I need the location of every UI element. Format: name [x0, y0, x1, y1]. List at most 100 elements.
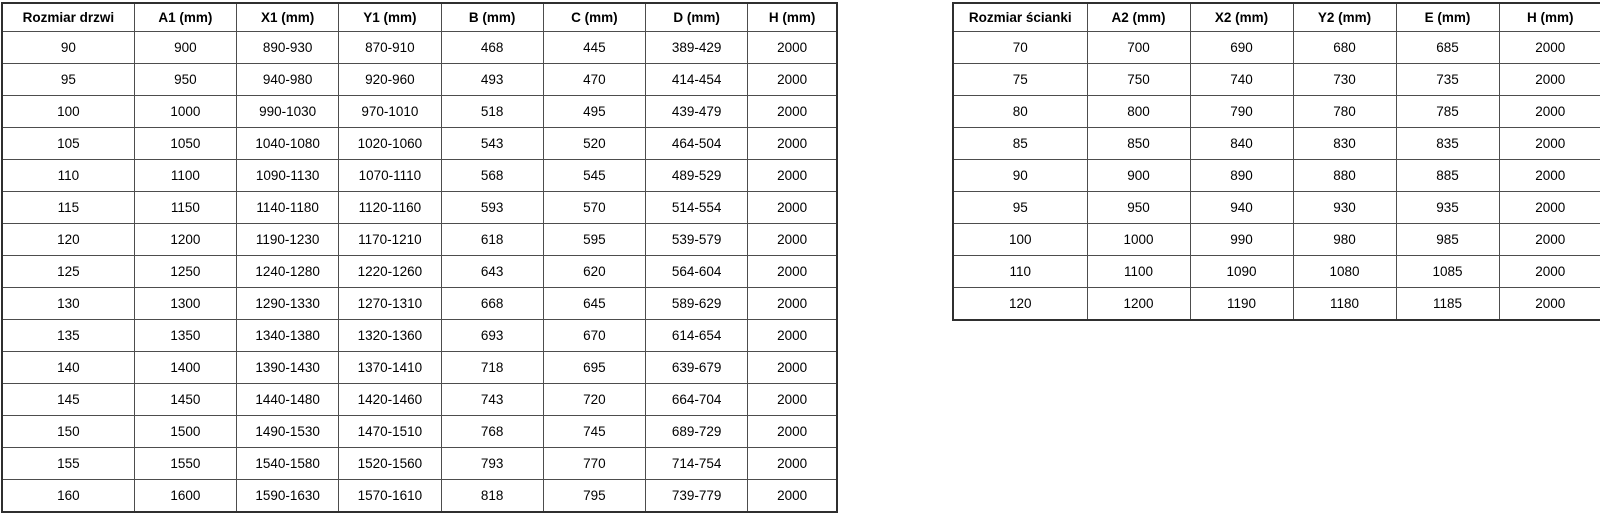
table-cell: 930 — [1292, 191, 1397, 224]
table-cell: 770 — [542, 447, 646, 480]
table-cell: 1500 — [133, 415, 238, 448]
column-header: X1 (mm) — [236, 2, 340, 32]
table-cell: 1085 — [1395, 255, 1500, 288]
table-cell: 835 — [1395, 127, 1500, 160]
table-cell: 110 — [1, 159, 135, 192]
table-cell: 568 — [440, 159, 544, 192]
table-cell: 514-554 — [644, 191, 749, 224]
table-row: 120 1200 1190 1180 1185 2000 — [952, 287, 1600, 321]
table-row: 115 1150 1140-1180 1120-1160 593 570 514-554 20… — [1, 191, 838, 224]
table-cell: 1150 — [133, 191, 238, 224]
table-cell: 1320-1360 — [338, 319, 442, 352]
table-row: 100 1000 990 980 985 2000 — [952, 223, 1600, 256]
table-cell: 830 — [1292, 127, 1397, 160]
table-cell: 1190 — [1189, 287, 1294, 321]
table-cell: 445 — [542, 31, 646, 64]
table-cell: 1070-1110 — [338, 159, 442, 192]
table-cell: 1590-1630 — [236, 479, 340, 513]
table-cell: 2000 — [1498, 95, 1600, 128]
table-cell: 1600 — [133, 479, 238, 513]
table-row: 90 900 890-930 870-910 468 445 389-429 2000 — [1, 31, 838, 64]
table-cell: 668 — [440, 287, 544, 320]
table-cell: 1080 — [1292, 255, 1397, 288]
table-row: 110 1100 1090-1130 1070-1110 568 545 489-529 20… — [1, 159, 838, 192]
table-cell: 2000 — [1498, 191, 1600, 224]
table-cell: 1570-1610 — [338, 479, 442, 513]
table-row: 125 1250 1240-1280 1220-1260 643 620 564-604 20… — [1, 255, 838, 288]
table-row: 90 900 890 880 885 2000 — [952, 159, 1600, 192]
table-cell: 790 — [1189, 95, 1294, 128]
table-cell: 2000 — [747, 255, 838, 288]
table-cell: 795 — [542, 479, 646, 513]
table-cell: 1220-1260 — [338, 255, 442, 288]
table-cell: 1100 — [133, 159, 238, 192]
table-row: 155 1550 1540-1580 1520-1560 793 770 714-754 20… — [1, 447, 838, 480]
table-cell: 620 — [542, 255, 646, 288]
table-cell: 1390-1430 — [236, 351, 340, 384]
table-cell: 1120-1160 — [338, 191, 442, 224]
table-cell: 468 — [440, 31, 544, 64]
table-cell: 1520-1560 — [338, 447, 442, 480]
table-cell: 720 — [542, 383, 646, 416]
table-cell: 439-479 — [644, 95, 749, 128]
table-cell: 750 — [1086, 63, 1191, 96]
table-cell: 800 — [1086, 95, 1191, 128]
table-cell: 940-980 — [236, 63, 340, 96]
table-cell: 1090-1130 — [236, 159, 340, 192]
table-row: 145 1450 1440-1480 1420-1460 743 720 664-704 20… — [1, 383, 838, 416]
table-cell: 1180 — [1292, 287, 1397, 321]
table-cell: 85 — [952, 127, 1088, 160]
table-cell: 693 — [440, 319, 544, 352]
table-cell: 618 — [440, 223, 544, 256]
table-cell: 689-729 — [644, 415, 749, 448]
table-cell: 990-1030 — [236, 95, 340, 128]
table-row: 95 950 940 930 935 2000 — [952, 191, 1600, 224]
table-cell: 2000 — [1498, 159, 1600, 192]
table-cell: 664-704 — [644, 383, 749, 416]
table-cell: 90 — [1, 31, 135, 64]
table-cell: 718 — [440, 351, 544, 384]
table-cell: 1300 — [133, 287, 238, 320]
table-row: 85 850 840 830 835 2000 — [952, 127, 1600, 160]
table-cell: 714-754 — [644, 447, 749, 480]
table-cell: 1000 — [1086, 223, 1191, 256]
table-cell: 545 — [542, 159, 646, 192]
table-row: 100 1000 990-1030 970-1010 518 495 439-479 2000 — [1, 95, 838, 128]
table-row: 95 950 940-980 920-960 493 470 414-454 2000 — [1, 63, 838, 96]
header-row: Rozmiar ścianki A2 (mm) X2 (mm) Y2 (mm) E (m… — [952, 2, 1600, 32]
table-cell: 110 — [952, 255, 1088, 288]
table-cell: 100 — [952, 223, 1088, 256]
table-cell: 840 — [1189, 127, 1294, 160]
column-header: A1 (mm) — [133, 2, 238, 32]
table-cell: 1540-1580 — [236, 447, 340, 480]
table-cell: 2000 — [747, 127, 838, 160]
table-cell: 1400 — [133, 351, 238, 384]
table-cell: 1470-1510 — [338, 415, 442, 448]
table-cell: 740 — [1189, 63, 1294, 96]
table-cell: 90 — [952, 159, 1088, 192]
table-cell: 493 — [440, 63, 544, 96]
table-cell: 155 — [1, 447, 135, 480]
column-header: Rozmiar drzwi — [1, 2, 135, 32]
table-cell: 1350 — [133, 319, 238, 352]
table-cell: 145 — [1, 383, 135, 416]
table-cell: 940 — [1189, 191, 1294, 224]
table-cell: 105 — [1, 127, 135, 160]
table-cell: 2000 — [1498, 127, 1600, 160]
table-cell: 589-629 — [644, 287, 749, 320]
table-cell: 2000 — [747, 383, 838, 416]
table-cell: 95 — [1, 63, 135, 96]
table-cell: 120 — [952, 287, 1088, 321]
table-cell: 2000 — [747, 479, 838, 513]
table-cell: 2000 — [1498, 63, 1600, 96]
table-cell: 2000 — [1498, 223, 1600, 256]
table-cell: 900 — [133, 31, 238, 64]
table-cell: 115 — [1, 191, 135, 224]
table-cell: 1040-1080 — [236, 127, 340, 160]
table-cell: 1185 — [1395, 287, 1500, 321]
table-cell: 130 — [1, 287, 135, 320]
table-cell: 890-930 — [236, 31, 340, 64]
column-header: Rozmiar ścianki — [952, 2, 1088, 32]
table-cell: 735 — [1395, 63, 1500, 96]
